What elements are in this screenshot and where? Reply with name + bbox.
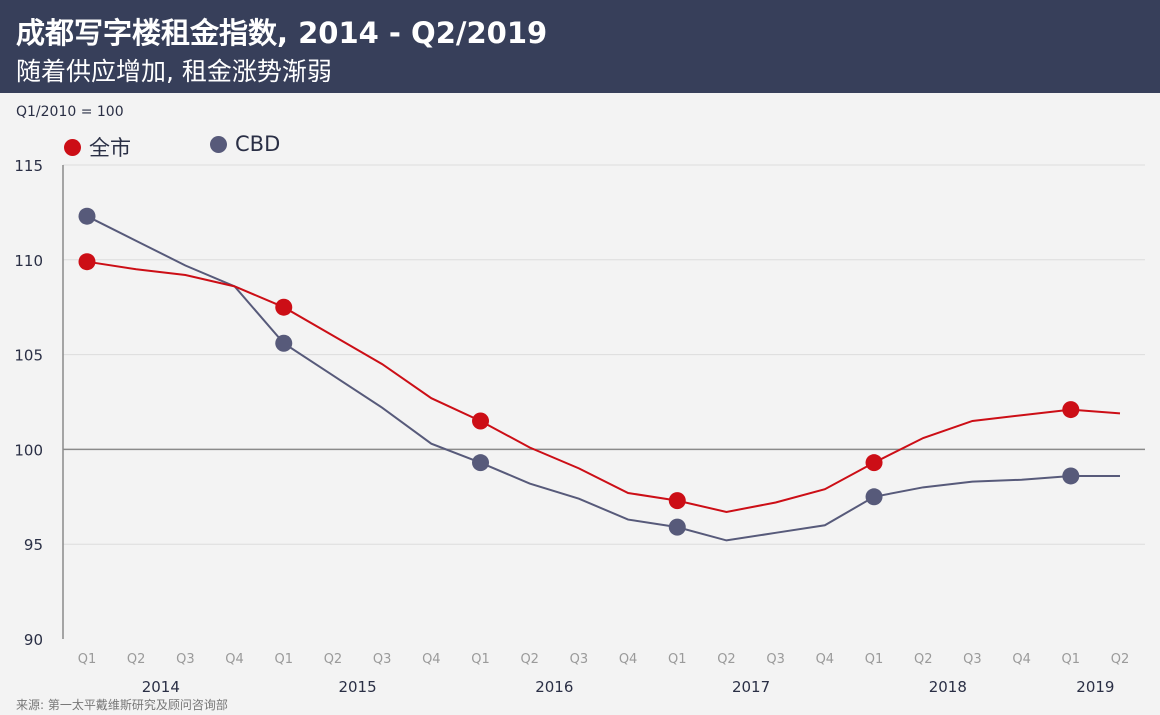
data-point-CBD: [275, 334, 293, 352]
data-point-CBD: [78, 207, 96, 225]
x-tick-label: Q1: [275, 652, 294, 667]
year-label-2017: 2017: [732, 678, 770, 696]
x-tick-label: Q3: [766, 652, 785, 667]
unit-label: Q1/2010 = 100: [16, 104, 124, 120]
data-point-CBD: [668, 518, 686, 536]
year-label-2014: 2014: [142, 678, 180, 696]
year-label-2019: 2019: [1076, 678, 1114, 696]
x-tick-label: Q1: [865, 652, 884, 667]
x-tick-label: Q4: [225, 652, 244, 667]
x-tick-label: Q4: [816, 652, 835, 667]
data-point-全市: [668, 492, 686, 510]
x-tick-label: Q2: [1111, 652, 1130, 667]
legend-item-cbd: CBD: [210, 132, 280, 156]
x-tick-label: Q2: [127, 652, 146, 667]
x-tick-label: Q1: [1062, 652, 1081, 667]
x-tick-label: Q3: [963, 652, 982, 667]
year-label-2018: 2018: [929, 678, 967, 696]
x-tick-label: Q2: [717, 652, 736, 667]
x-tick-label: Q1: [78, 652, 97, 667]
series-line-全市: [86, 260, 1121, 513]
x-tick-label: Q3: [373, 652, 392, 667]
y-tick-label: 90: [24, 631, 43, 649]
data-point-全市: [275, 298, 293, 316]
x-tick-label: Q2: [324, 652, 343, 667]
legend-label-city: 全市: [89, 136, 131, 160]
data-point-CBD: [865, 488, 883, 506]
y-tick-label: 115: [14, 157, 43, 175]
x-tick-label: Q2: [914, 652, 933, 667]
x-tick-label: Q1: [471, 652, 490, 667]
x-tick-label: Q4: [422, 652, 441, 667]
series-line-CBD: [86, 215, 1120, 542]
legend-label-cbd: CBD: [235, 132, 281, 156]
source-note: 来源: 第一太平戴维斯研究及顾问咨询部: [16, 698, 228, 712]
y-tick-label: 95: [24, 536, 43, 554]
x-tick-label: Q3: [176, 652, 195, 667]
year-label-2016: 2016: [535, 678, 573, 696]
data-point-全市: [472, 412, 490, 430]
chart-subtitle: 随着供应增加, 租金涨势渐弱: [16, 57, 332, 86]
year-label-2015: 2015: [338, 678, 376, 696]
x-tick-label: Q4: [1012, 652, 1031, 667]
x-tick-label: Q1: [668, 652, 687, 667]
data-point-CBD: [472, 454, 490, 472]
y-tick-label: 110: [14, 252, 43, 270]
legend-marker-city: [64, 138, 81, 156]
y-tick-label: 105: [14, 347, 43, 365]
y-tick-label: 100: [14, 441, 43, 459]
header: 成都写字楼租金指数, 2014 - Q2/2019 随着供应增加, 租金涨势渐弱: [0, 0, 1160, 93]
chart-title: 成都写字楼租金指数, 2014 - Q2/2019: [16, 16, 548, 50]
data-point-全市: [865, 454, 883, 472]
x-tick-label: Q2: [520, 652, 539, 667]
x-tick-label: Q4: [619, 652, 638, 667]
legend-item-city: 全市: [64, 132, 131, 162]
data-point-CBD: [1062, 467, 1080, 485]
legend-marker-cbd: [210, 135, 227, 153]
data-point-全市: [78, 253, 96, 271]
data-point-全市: [1062, 401, 1080, 419]
x-tick-label: Q3: [570, 652, 589, 667]
